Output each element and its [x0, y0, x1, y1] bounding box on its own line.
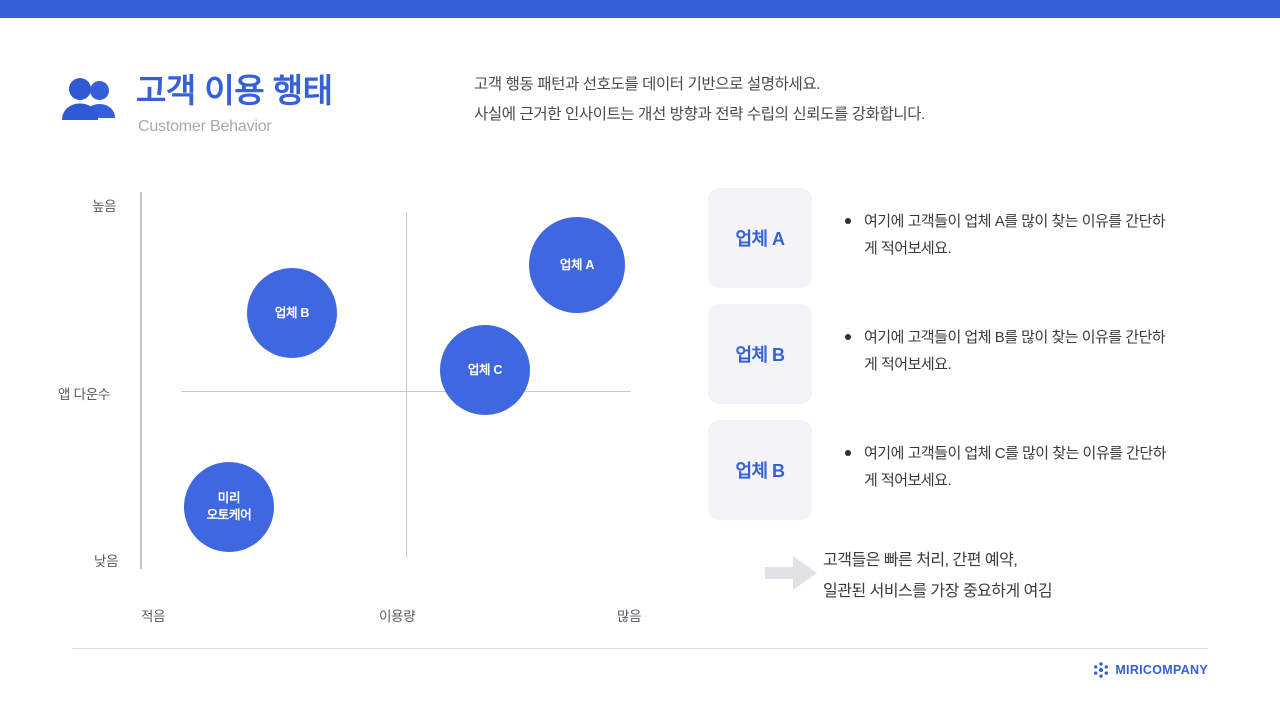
page-title: 고객 이용 행태: [136, 72, 333, 109]
company-card-c[interactable]: 업체 B: [708, 420, 812, 520]
chart-bubble-a[interactable]: 업체 A: [529, 217, 625, 313]
bubble-label: 업체 B: [274, 305, 310, 320]
summary-line-2: 일관된 서비스를 가장 중요하게 여김: [823, 583, 1053, 600]
x-axis-label-few: 적음: [141, 609, 166, 624]
summary-line-1: 고객들은 빠른 처리, 간편 예약,: [823, 552, 1018, 569]
chart-bubble-miri-autocare[interactable]: 미리 오토케어: [184, 462, 274, 552]
company-card-label: 업체 B: [735, 345, 785, 365]
bullet-text: 여기에 고객들이 업체 B를 많이 찾는 이유를 간단하게 적어보세요.: [864, 329, 1166, 373]
asterisk-icon: [1093, 662, 1109, 678]
company-card-b[interactable]: 업체 B: [708, 304, 812, 404]
detail-row: 업체 A 여기에 고객들이 업체 A를 많이 찾는 이유를 간단하게 적어보세요…: [708, 188, 1208, 304]
bubble-label: 미리 오토케어: [207, 490, 252, 524]
bullet-dot-icon: [845, 450, 851, 456]
chart-bubble-b[interactable]: 업체 B: [247, 268, 337, 358]
bullet-item: 여기에 고객들이 업체 A를 많이 찾는 이유를 간단하게 적어보세요.: [845, 208, 1175, 262]
detail-row: 업체 B 여기에 고객들이 업체 C를 많이 찾는 이유를 간단하게 적어보세요…: [708, 420, 1208, 536]
footer-divider: [72, 648, 1208, 649]
y-axis-line: [140, 192, 142, 569]
bullet-dot-icon: [845, 334, 851, 340]
slide-header: 고객 이용 행태 Customer Behavior 고객 행동 패턴과 선호도…: [0, 54, 1280, 154]
bubble-chart: 높음 앱 다운수 낮음 적음 이용량 많음 업체 A 업체 B 업체 C 미리 …: [0, 180, 700, 630]
bullet-item: 여기에 고객들이 업체 C를 많이 찾는 이유를 간단하게 적어보세요.: [845, 440, 1175, 494]
y-axis-label-low: 낮음: [94, 554, 119, 569]
detail-row: 업체 B 여기에 고객들이 업체 B를 많이 찾는 이유를 간단하게 적어보세요…: [708, 304, 1208, 420]
quadrant-horizontal-line: [181, 391, 631, 392]
bullet-text: 여기에 고객들이 업체 A를 많이 찾는 이유를 간단하게 적어보세요.: [864, 213, 1166, 257]
company-card-label: 업체 B: [735, 461, 785, 481]
bullet-item: 여기에 고객들이 업체 B를 많이 찾는 이유를 간단하게 적어보세요.: [845, 324, 1175, 378]
top-accent-bar: [0, 0, 1280, 18]
x-axis-title: 이용량: [379, 609, 416, 624]
x-axis-label-many: 많음: [617, 609, 642, 624]
bubble-label-line-2: 오토케어: [206, 508, 252, 522]
company-card-label: 업체 A: [735, 229, 785, 249]
y-axis-title: 앱 다운수: [58, 387, 110, 402]
description-line-1: 고객 행동 패턴과 선호도를 데이터 기반으로 설명하세요.: [474, 76, 821, 93]
y-axis-label-high: 높음: [92, 199, 117, 214]
description-line-2: 사실에 근거한 인사이트는 개선 방향과 전략 수립의 신뢰도를 강화합니다.: [474, 106, 925, 123]
chart-bubble-c[interactable]: 업체 C: [440, 325, 530, 415]
header-description: 고객 행동 패턴과 선호도를 데이터 기반으로 설명하세요. 사실에 근거한 인…: [474, 70, 925, 130]
brand-logo: MIRICOMPANY: [1093, 662, 1208, 678]
company-card-a[interactable]: 업체 A: [708, 188, 812, 288]
bubble-label: 업체 C: [467, 362, 503, 377]
detail-rows: 업체 A 여기에 고객들이 업체 A를 많이 찾는 이유를 간단하게 적어보세요…: [708, 188, 1208, 536]
summary-callout: 고객들은 빠른 처리, 간편 예약, 일관된 서비스를 가장 중요하게 여김: [765, 545, 1205, 615]
bubble-label: 업체 A: [559, 257, 595, 272]
page-subtitle: Customer Behavior: [138, 118, 272, 135]
brand-name: MIRICOMPANY: [1115, 663, 1208, 677]
bullet-text: 여기에 고객들이 업체 C를 많이 찾는 이유를 간단하게 적어보세요.: [864, 445, 1167, 489]
bubble-label-line-1: 미리: [217, 491, 241, 505]
summary-text: 고객들은 빠른 처리, 간편 예약, 일관된 서비스를 가장 중요하게 여김: [823, 545, 1053, 607]
people-icon: [62, 78, 120, 122]
arrow-right-icon: [765, 556, 817, 590]
bullet-dot-icon: [845, 218, 851, 224]
quadrant-vertical-line: [406, 212, 407, 557]
